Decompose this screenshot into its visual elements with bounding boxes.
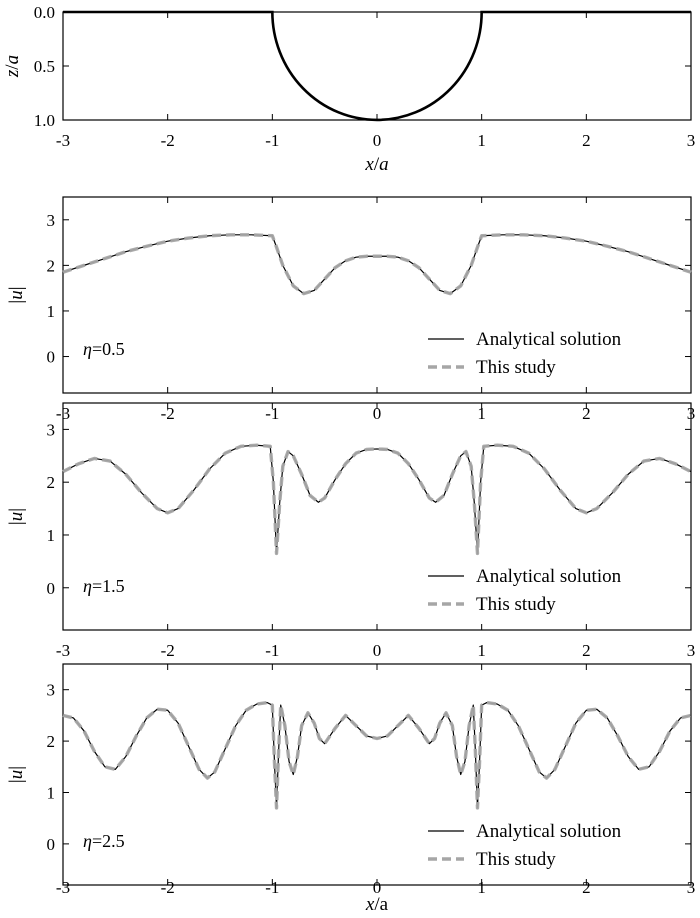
- x-tick-label: -2: [161, 641, 175, 660]
- y-tick-label: 1.0: [34, 111, 55, 130]
- x-tick-label: -1: [265, 404, 279, 423]
- y-tick-label: 2: [47, 732, 56, 751]
- x-tick-label: 1: [477, 404, 486, 423]
- y-axis-label: z/a: [2, 55, 23, 78]
- eta-annotation: η=1.5: [83, 576, 125, 596]
- x-tick-label: -3: [56, 131, 70, 150]
- x-tick-label: -2: [161, 404, 175, 423]
- x-axis-label: x/a: [365, 894, 389, 915]
- legend-label-analytical: Analytical solution: [476, 566, 622, 587]
- x-tick-label: 2: [582, 404, 591, 423]
- x-tick-label: -2: [161, 131, 175, 150]
- y-tick-label: 0: [47, 579, 56, 598]
- y-axis-label: |u|: [6, 286, 27, 303]
- y-tick-label: 1: [47, 302, 56, 321]
- legend: Analytical solution This study: [428, 566, 622, 615]
- x-tick-label: -3: [56, 641, 70, 660]
- y-tick-label: 3: [47, 420, 56, 439]
- y-tick-label: 2: [47, 473, 56, 492]
- eta-annotation: η=0.5: [83, 339, 125, 359]
- y-tick-label: 1: [47, 526, 56, 545]
- y-tick-label: 0.5: [34, 57, 55, 76]
- this-study-line: [62, 443, 692, 556]
- y-tick-label: 0: [47, 835, 56, 854]
- eta-annotation: η=2.5: [83, 831, 125, 851]
- y-tick-label: 3: [47, 681, 56, 700]
- x-tick-label: -1: [265, 641, 279, 660]
- legend-label-analytical: Analytical solution: [476, 821, 622, 842]
- this-study-line: [62, 700, 692, 810]
- panel-geometry: -3 -2 -1 0 1 2 3 0.0 0.5 1.0 z/a x/a: [2, 3, 695, 175]
- analytical-solution-line: [62, 701, 692, 809]
- x-tick-label: 1: [477, 131, 486, 150]
- this-study-line: [62, 233, 692, 296]
- legend: Analytical solution This study: [428, 821, 622, 870]
- x-tick-label: -3: [56, 878, 70, 897]
- legend-label-this-study: This study: [476, 357, 556, 378]
- x-tick-label: 3: [687, 131, 696, 150]
- x-tick-label: -1: [265, 131, 279, 150]
- y-tick-label: 2: [47, 256, 56, 275]
- x-tick-label: 1: [477, 878, 486, 897]
- analytical-solution-line: [62, 444, 692, 555]
- legend-label-analytical: Analytical solution: [476, 329, 622, 350]
- y-tick-label: 0.0: [34, 3, 55, 22]
- x-tick-label: 0: [373, 131, 382, 150]
- legend-label-this-study: This study: [476, 849, 556, 870]
- x-tick-label: 3: [687, 878, 696, 897]
- legend: Analytical solution This study: [428, 329, 622, 378]
- x-tick-label: -2: [161, 878, 175, 897]
- legend-label-this-study: This study: [476, 594, 556, 615]
- x-tick-label: 0: [373, 641, 382, 660]
- y-tick-label: 3: [47, 211, 56, 230]
- y-tick-label: 1: [47, 783, 56, 802]
- y-axis-label: |u|: [6, 508, 27, 525]
- y-tick-label: 0: [47, 348, 56, 367]
- x-tick-label: 1: [477, 641, 486, 660]
- x-tick-label: 3: [687, 641, 696, 660]
- plot-frame: [62, 402, 692, 631]
- panel-eta15: -3 -2 -1 0 1 2 3 0 1 2 3 |u| η=1.5 Analytical solutio…: [6, 402, 696, 660]
- plot-frame: [62, 663, 692, 886]
- y-axis-label: |u|: [6, 766, 27, 783]
- panel-eta25: -3 -2 -1 0 1 2 3 0 1 2 3 |u| x/a η=2.5 Analytical solu…: [6, 663, 696, 915]
- plot-frame: [62, 196, 692, 394]
- x-tick-label: -1: [265, 878, 279, 897]
- plot-frame: [62, 11, 692, 121]
- canyon-profile-arc: [63, 10, 691, 122]
- x-tick-label: 2: [582, 878, 591, 897]
- x-tick-label: 0: [373, 878, 382, 897]
- x-tick-label: 2: [582, 131, 591, 150]
- x-tick-label: 2: [582, 641, 591, 660]
- x-axis-label: x/a: [364, 154, 388, 175]
- x-tick-label: 0: [373, 404, 382, 423]
